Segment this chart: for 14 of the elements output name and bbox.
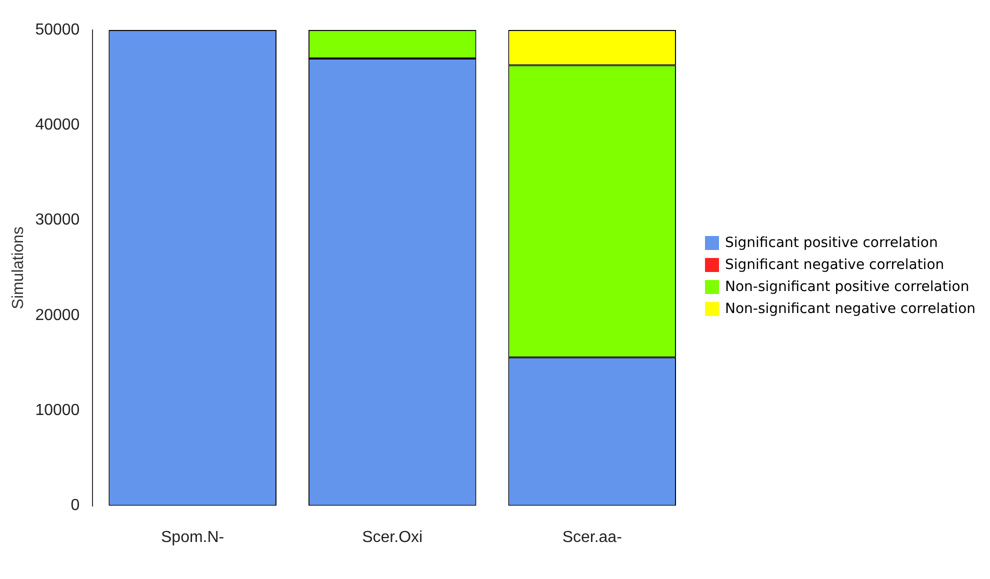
legend-label: Non-significant positive correlation (725, 278, 970, 297)
y-tick-label: 30000 (35, 212, 80, 229)
y-axis-title: Simulations (10, 226, 28, 310)
legend-label: Non-significant negative correlation (725, 300, 976, 319)
y-tick-label: 10000 (35, 402, 80, 420)
legend-label: Significant negative correlation (725, 256, 944, 275)
legend-label: Significant positive correlation (725, 234, 938, 253)
y-tick-label: 50000 (35, 21, 80, 38)
y-tick-label: 20000 (35, 306, 80, 324)
y-tick-label: 0 (70, 497, 80, 514)
x-tick-label: Spom.N- (161, 528, 224, 546)
x-tick-label: Scer.Oxi (362, 528, 423, 546)
x-tick-label: Scer.aa- (562, 528, 622, 546)
y-tick-label: 40000 (35, 116, 80, 134)
